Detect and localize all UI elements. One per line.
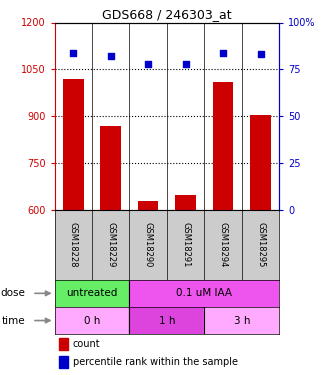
Text: count: count: [73, 339, 100, 349]
Title: GDS668 / 246303_at: GDS668 / 246303_at: [102, 8, 232, 21]
Bar: [129, 307, 204, 334]
Text: time: time: [2, 315, 25, 326]
Text: GSM18228: GSM18228: [69, 222, 78, 268]
Bar: [55, 280, 129, 307]
Bar: [59, 338, 68, 350]
Text: GSM18294: GSM18294: [219, 222, 228, 268]
Bar: [175, 195, 196, 210]
Text: untreated: untreated: [66, 288, 118, 298]
Bar: [204, 307, 279, 334]
Text: 0.1 uM IAA: 0.1 uM IAA: [176, 288, 232, 298]
Text: 3 h: 3 h: [234, 315, 250, 326]
Bar: [250, 115, 271, 210]
Point: [71, 50, 76, 55]
Text: 0 h: 0 h: [84, 315, 100, 326]
Point: [146, 61, 151, 67]
Text: GSM18295: GSM18295: [256, 222, 265, 268]
Bar: [55, 307, 129, 334]
Bar: [100, 126, 121, 210]
Bar: [63, 79, 83, 210]
Text: GSM18290: GSM18290: [144, 222, 153, 268]
Point: [258, 51, 263, 57]
Bar: [138, 201, 159, 210]
Bar: [59, 356, 68, 368]
Bar: [129, 280, 279, 307]
Text: GSM18229: GSM18229: [106, 222, 115, 268]
Bar: [213, 82, 233, 210]
Text: GSM18291: GSM18291: [181, 222, 190, 268]
Point: [183, 61, 188, 67]
Text: 1 h: 1 h: [159, 315, 175, 326]
Point: [221, 50, 226, 55]
Point: [108, 53, 113, 59]
Text: dose: dose: [1, 288, 25, 298]
Text: percentile rank within the sample: percentile rank within the sample: [73, 357, 238, 367]
